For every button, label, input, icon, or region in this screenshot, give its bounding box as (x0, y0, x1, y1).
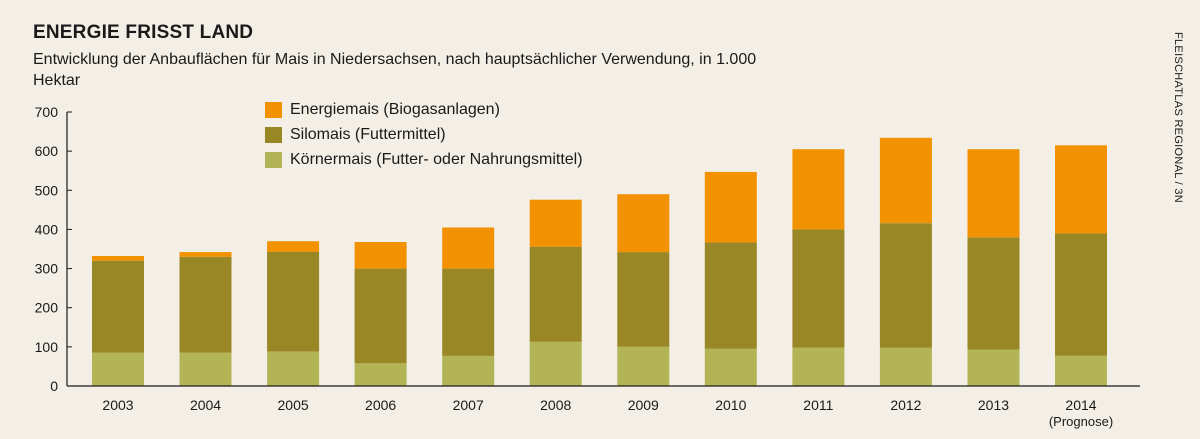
x-tick-label: 2014 (1065, 397, 1096, 413)
y-tick-label: 100 (35, 339, 59, 355)
bar-energiemais-2005 (267, 241, 320, 252)
bar-silomais-2012 (879, 223, 932, 348)
legend-item-energiemais: Energiemais (Biogasanlagen) (265, 97, 583, 122)
x-tick-label: 2006 (365, 397, 396, 413)
x-tick-label: 2004 (190, 397, 221, 413)
bar-silomais-2010 (704, 242, 757, 349)
bar-silomais-2006 (354, 268, 407, 364)
legend-item-koernermais: Körnermais (Futter- oder Nahrungsmittel) (265, 147, 583, 172)
legend-label-koernermais: Körnermais (Futter- oder Nahrungsmittel) (290, 151, 583, 168)
bar-energiemais-2012 (879, 137, 932, 224)
bar-silomais-2004 (179, 256, 232, 353)
bar-silomais-2014 (1055, 233, 1107, 356)
x-tick-sublabel: (Prognose) (1049, 414, 1113, 429)
bar-silomais-2013 (967, 237, 1020, 350)
x-axis: 2003 2004 2005 2006 2007 2008 2009 2010 2011 2012… (67, 385, 1140, 429)
bar-energiemais-2011 (792, 149, 845, 230)
x-tick-label: 2010 (715, 397, 746, 413)
bar-koernermais-2014 (1055, 355, 1107, 386)
bar-energiemais-2013 (967, 149, 1020, 238)
bar-koernermais-2004 (179, 352, 232, 386)
bar-koernermais-2005 (267, 351, 320, 386)
bar-energiemais-2010 (704, 171, 757, 243)
y-axis: 0 100 200 300 400 500 600 700 (35, 104, 72, 394)
bar-koernermais-2013 (967, 349, 1020, 386)
bar-energiemais-2008 (529, 199, 582, 247)
legend-swatch-energiemais (265, 101, 282, 118)
bar-koernermais-2006 (354, 363, 407, 386)
y-tick-label: 600 (35, 143, 59, 159)
y-tick-label: 700 (35, 104, 59, 120)
bar-energiemais-2007 (442, 227, 495, 269)
x-tick-label: 2012 (890, 397, 921, 413)
bar-silomais-2008 (529, 246, 582, 342)
bar-silomais-2009 (617, 252, 670, 347)
x-tick-label: 2007 (453, 397, 484, 413)
y-tick-label: 200 (35, 300, 59, 316)
bar-energiemais-2006 (354, 242, 407, 269)
bar-koernermais-2011 (792, 347, 845, 386)
bar-koernermais-2012 (879, 347, 932, 386)
bar-silomais-2011 (792, 229, 845, 348)
x-tick-label: 2003 (102, 397, 133, 413)
x-tick-label: 2005 (278, 397, 309, 413)
bar-koernermais-2003 (92, 352, 144, 386)
legend-item-silomais: Silomais (Futtermittel) (265, 122, 583, 147)
x-tick-label: 2011 (803, 397, 833, 413)
y-tick-label: 500 (35, 182, 59, 198)
legend-label-energiemais: Energiemais (Biogasanlagen) (290, 101, 500, 118)
legend-swatch-silomais (265, 126, 282, 143)
x-tick-label: 2013 (978, 397, 1009, 413)
bar-koernermais-2010 (704, 348, 757, 386)
bar-koernermais-2009 (617, 346, 670, 386)
y-tick-label: 400 (35, 221, 59, 237)
legend: Energiemais (Biogasanlagen) Silomais (Fu… (265, 97, 583, 172)
bar-silomais-2007 (442, 268, 495, 356)
chart-title: ENERGIE FRISST LAND (33, 22, 254, 43)
bar-silomais-2003 (92, 260, 144, 353)
x-tick-label: 2009 (628, 397, 659, 413)
bar-energiemais-2003 (92, 256, 144, 261)
bar-energiemais-2004 (179, 252, 232, 257)
bar-koernermais-2008 (529, 341, 582, 386)
legend-label-silomais: Silomais (Futtermittel) (290, 126, 446, 143)
chart-subtitle: Entwicklung der Anbauflächen für Mais in… (33, 51, 757, 89)
bar-silomais-2005 (267, 251, 320, 352)
bars (92, 137, 1107, 386)
bar-energiemais-2009 (617, 194, 670, 253)
y-tick-label: 0 (50, 378, 58, 394)
y-tick-label: 300 (35, 261, 59, 277)
source-credit: FLEISCHATLAS REGIONAL / 3N (1172, 32, 1184, 204)
bar-koernermais-2007 (442, 355, 495, 386)
legend-swatch-koernermais (265, 151, 282, 168)
x-tick-label: 2008 (540, 397, 571, 413)
bar-energiemais-2014 (1055, 145, 1107, 234)
